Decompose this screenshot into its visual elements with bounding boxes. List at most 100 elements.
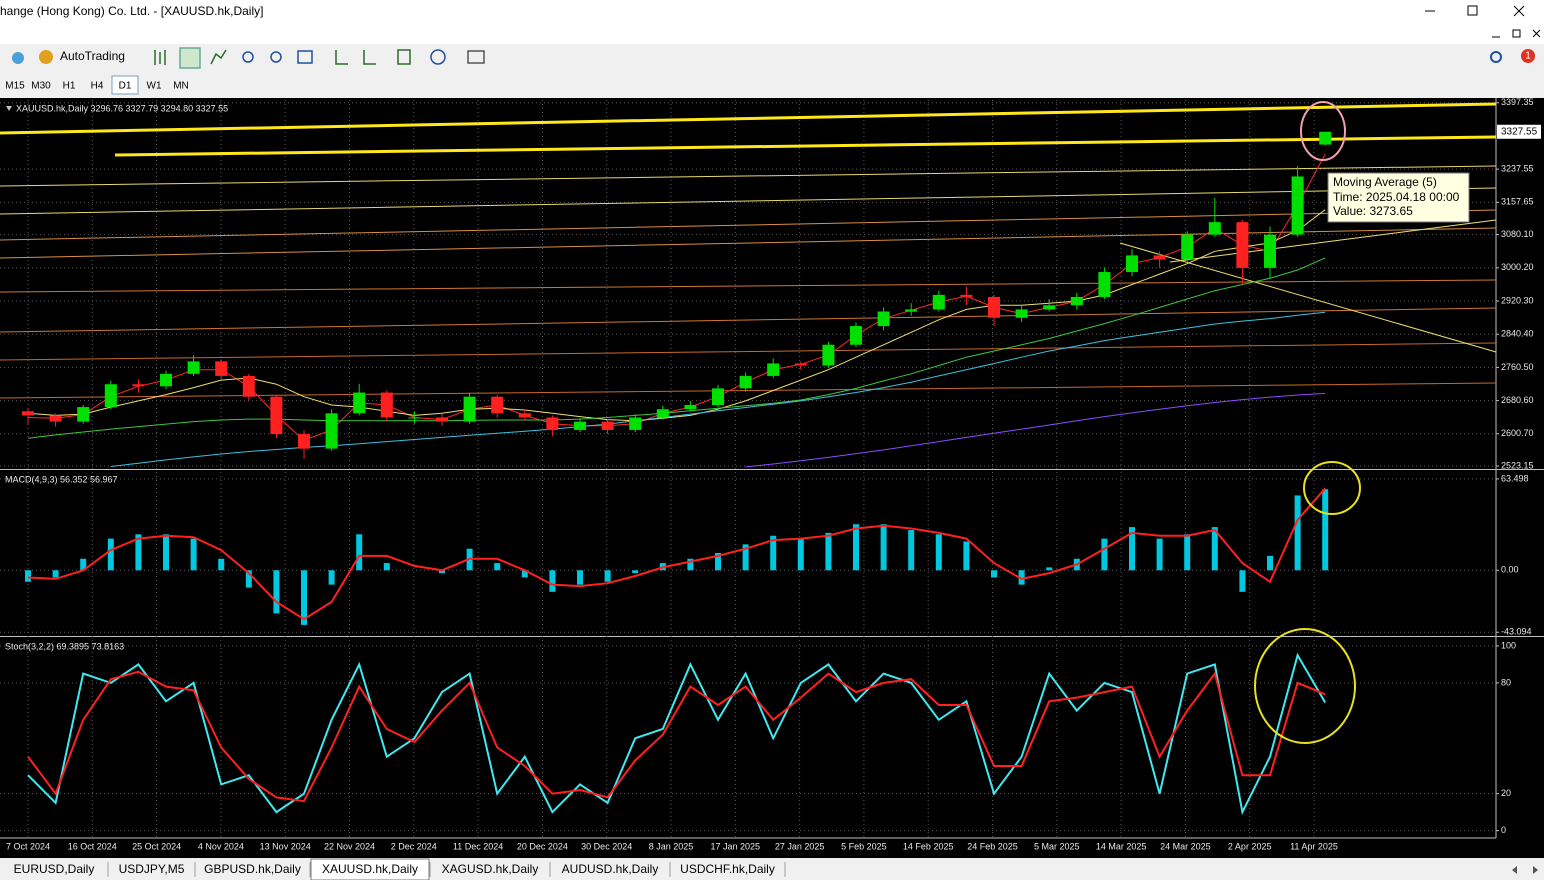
histogram-bar [880,524,887,571]
trend-line [1119,242,1497,353]
histogram-bar [742,544,749,571]
candle-icon[interactable] [179,47,201,69]
restore-button[interactable] [1467,5,1478,16]
periods-icon[interactable] [430,49,446,65]
scroll-icon[interactable] [335,50,348,65]
timeframe-button[interactable]: M15 [5,81,25,92]
mdi-close[interactable] [1532,29,1541,38]
search-icon[interactable] [1490,51,1502,63]
tooltip-line: Moving Average (5) [1333,175,1437,189]
autotrading-icon[interactable] [39,50,53,64]
indicator-line [27,652,1327,816]
candle-body [518,413,531,418]
timeframe-active[interactable] [111,75,139,95]
highlights [1254,101,1361,744]
notification-badge[interactable] [1521,49,1535,63]
candle-body [353,392,366,414]
tab[interactable] [431,861,549,879]
histogram-bar [715,553,721,571]
histogram-bar [908,529,915,571]
tab-label[interactable]: XAGUSD.hk,Daily [442,862,539,876]
x-tick-label: 20 Dec 2024 [517,841,568,851]
mdi-restore[interactable] [1512,29,1521,38]
histogram-bar [25,570,31,582]
histogram-bar [52,570,59,578]
timeframe-button[interactable]: M30 [31,81,51,92]
current-price-box [1497,124,1541,139]
tab[interactable] [196,861,309,879]
tab-label[interactable]: GBPUSD.hk,Daily [204,862,301,876]
candle-body [822,344,835,366]
tab-label[interactable]: EURUSD,Daily [14,862,95,876]
tab-label[interactable]: USDJPY,M5 [119,862,185,876]
candle-body [629,417,642,430]
histogram-bar [1294,495,1301,571]
highlight-circle [1303,461,1361,515]
menu-row [0,22,1544,44]
indicator-line [27,670,1326,803]
histogram-bar [1322,489,1329,571]
candle-body [1264,234,1276,268]
histogram-bar [135,534,142,571]
toolbar-icon[interactable] [12,52,24,64]
close-button[interactable] [1513,5,1525,17]
line-chart-icon[interactable] [210,49,227,65]
candle-body [1208,222,1221,235]
histogram-bar [245,570,252,588]
histogram-bar [577,570,583,585]
tab-label[interactable]: AUDUSD.hk,Daily [562,862,659,876]
indicator-line [110,311,1326,467]
x-tick-label: 2 Dec 2024 [391,841,437,851]
histogram-bar [1211,527,1218,571]
indicator-line [27,257,1326,439]
timeframe-button[interactable]: H1 [63,81,76,92]
tab[interactable] [551,861,669,879]
x-tick-label: 8 Jan 2025 [649,841,694,851]
histogram-bar [1156,538,1163,571]
timeframe-button[interactable]: H4 [91,81,104,92]
price-pane-title: XAUUSD.hk,Daily 3296.76 3327.79 3294.80 … [16,103,228,113]
tab[interactable] [671,861,784,879]
templates-icon[interactable] [467,50,485,64]
timeframe-button[interactable]: MN [173,81,189,92]
candle-body [298,434,310,449]
chart-menu-arrow[interactable] [6,106,12,111]
histogram-bar [439,570,445,574]
candle-body [215,361,228,376]
badge-count: 1 [1525,51,1531,62]
candle-body [132,384,145,387]
candle-body [1319,131,1332,145]
tab[interactable] [1,861,107,879]
bar-chart-icon[interactable] [154,50,166,65]
highlight-circle [1254,628,1356,744]
x-tick-label: 14 Feb 2025 [903,841,954,851]
channel-line [114,135,1497,157]
x-tick-label: 11 Apr 2025 [1290,841,1338,851]
tab[interactable] [109,861,194,879]
candle-body [794,363,807,366]
candle-body [932,294,945,310]
candle-body [739,375,752,389]
histogram-bar [797,538,804,571]
x-tick-label: 14 Mar 2025 [1096,841,1147,851]
tab-active[interactable] [310,858,430,880]
zoom-in-icon[interactable] [242,51,254,63]
candle-body [1098,272,1111,297]
candle-body [988,296,1000,318]
autotrading-label[interactable]: AutoTrading [60,49,125,63]
zoom-out-icon[interactable] [270,51,282,63]
chart-background [0,98,1544,858]
x-tick-label: 30 Dec 2024 [581,841,632,851]
indicators-icon[interactable] [397,49,411,65]
x-tick-label: 17 Jan 2025 [711,841,761,851]
tile-icon[interactable] [297,50,313,64]
timeframe-button[interactable]: W1 [147,81,162,92]
shift-icon[interactable] [363,50,376,65]
histogram-bar [853,524,859,571]
tooltip: Moving Average (5) Time: 2025.04.18 00:0… [1327,172,1470,223]
tab-label[interactable]: XAUUSD.hk,Daily [322,862,418,876]
tab-label[interactable]: USDCHF.hk,Daily [680,862,775,876]
timeframe-button[interactable]: D1 [119,81,132,92]
candle-body [242,375,255,397]
candle-body [491,396,504,414]
